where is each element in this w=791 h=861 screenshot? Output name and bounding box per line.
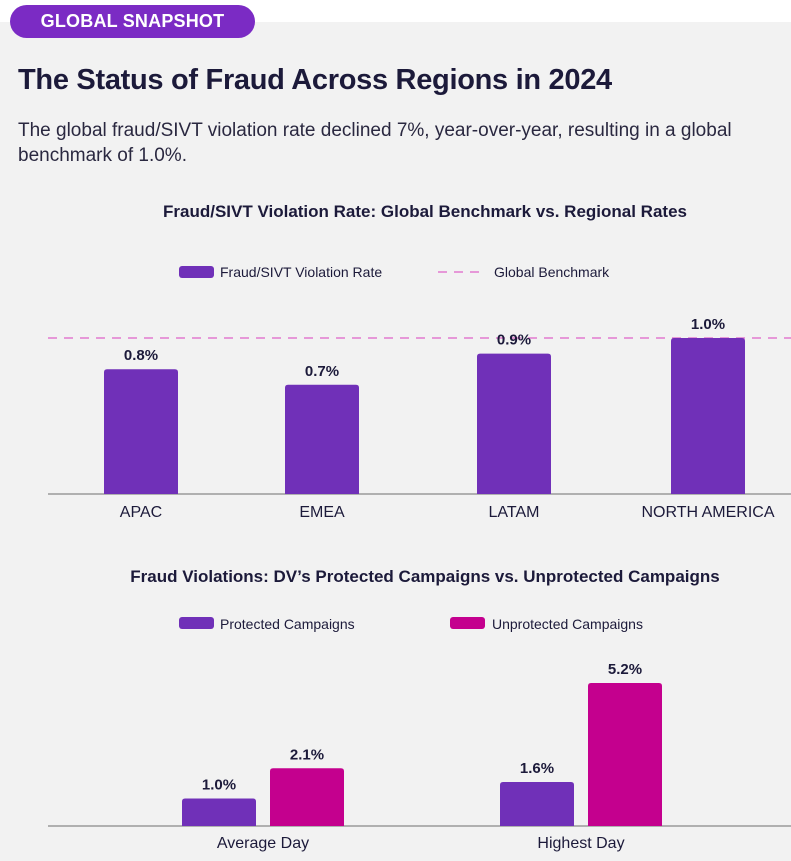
data-label-apac: 0.8% <box>124 347 158 364</box>
chart1-title: Fraud/SIVT Violation Rate: Global Benchm… <box>163 202 687 221</box>
bar-emea <box>285 384 359 494</box>
bar-average-day-protected-campaigns <box>182 798 256 826</box>
chart1-legend-label-benchmark: Global Benchmark <box>494 264 610 280</box>
chart1-legend-label-rate: Fraud/SIVT Violation Rate <box>220 264 382 280</box>
bar-highest-day-protected-campaigns <box>500 782 574 826</box>
data-label-average-day-unprotected-campaigns: 2.1% <box>290 746 324 763</box>
bar-average-day-unprotected-campaigns <box>270 768 344 826</box>
category-label-highest-day: Highest Day <box>537 835 624 852</box>
chart2-legend-label-protected: Protected Campaigns <box>220 616 355 632</box>
page-title: The Status of Fraud Across Regions in 20… <box>18 64 612 96</box>
bar-apac <box>104 369 178 494</box>
data-label-average-day-protected-campaigns: 1.0% <box>202 777 236 794</box>
category-label-apac: APAC <box>120 504 162 521</box>
chart2-legend-swatch-unprotected <box>450 617 485 629</box>
chart2-legend-swatch-protected <box>179 617 214 629</box>
bar-highest-day-unprotected-campaigns <box>588 683 662 826</box>
chart2-title: Fraud Violations: DV’s Protected Campaig… <box>130 567 719 586</box>
chart2-legend-label-unprotected: Unprotected Campaigns <box>492 616 643 632</box>
data-label-emea: 0.7% <box>305 363 339 380</box>
chart1-legend-swatch-rate <box>179 266 214 278</box>
bar-latam <box>477 353 551 494</box>
category-label-average-day: Average Day <box>217 835 309 852</box>
category-label-north-america: NORTH AMERICA <box>641 504 774 521</box>
data-label-highest-day-unprotected-campaigns: 5.2% <box>608 661 642 678</box>
bar-north-america <box>671 338 745 494</box>
data-label-latam: 0.9% <box>497 332 531 349</box>
category-label-emea: EMEA <box>299 504 345 521</box>
category-label-latam: LATAM <box>489 504 540 521</box>
page-subtitle: The global fraud/SIVT violation rate dec… <box>18 120 732 166</box>
data-label-north-america: 1.0% <box>691 316 725 333</box>
section-badge: GLOBAL SNAPSHOT <box>10 5 255 38</box>
data-label-highest-day-protected-campaigns: 1.6% <box>520 760 554 777</box>
